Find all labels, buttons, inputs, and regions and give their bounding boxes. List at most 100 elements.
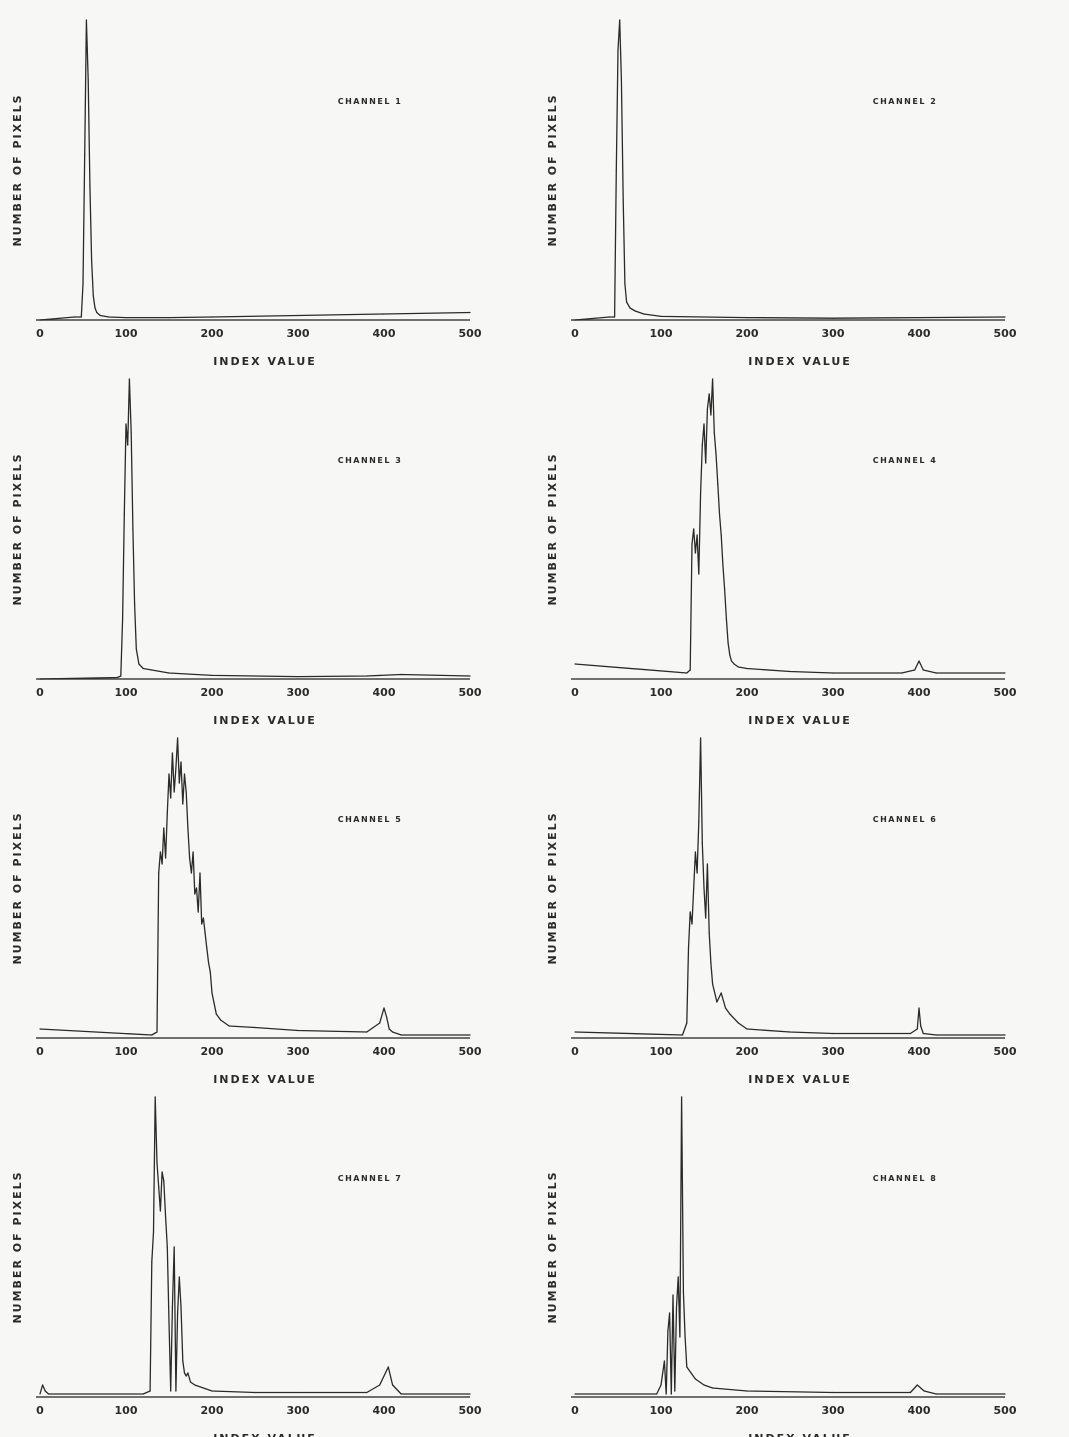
data-point [185,791,187,793]
data-point [469,1393,471,1395]
data-point [909,1391,911,1394]
data-point [163,827,165,829]
chart-title: CHANNEL 3 [338,456,403,465]
data-point [469,311,471,314]
data-point [656,1393,658,1395]
x-tick-label: 0 [36,327,44,340]
data-point [254,1391,256,1394]
x-tick-label: 100 [115,1045,138,1058]
data-point [672,1294,674,1296]
chart-title: CHANNEL 7 [338,1174,403,1183]
data-point [89,184,91,186]
data-point [159,851,161,853]
data-point [916,1384,918,1386]
data-point [170,797,172,799]
data-point [209,971,211,973]
data-point [39,1028,41,1030]
x-tick-label: 500 [994,327,1017,340]
chart-panel-4: 0 100 200 300 400 500 INDEX VALUE NUMBER OF PIX… [535,359,1069,727]
data-point [44,1390,46,1392]
data-point [164,857,167,859]
data-point [134,603,136,605]
data-point [730,660,733,662]
chart-panel-6: 0 100 200 300 400 500 INDEX VALUE NUMBER OF PIX… [535,718,1069,1086]
x-tick-label: 300 [822,1404,845,1417]
chart-title: CHANNEL 1 [338,97,403,106]
x-tick-label: 200 [736,327,759,340]
data-point [674,1390,676,1392]
data-point [629,307,631,309]
data-point [41,1384,44,1386]
series-line [39,19,471,321]
data-point [173,791,175,793]
chart-panel-7: 0 100 200 300 400 500 INDEX VALUE NUMBER OF PIX… [0,1077,534,1437]
data-point [400,673,402,676]
data-point [698,573,700,575]
data-point [675,1306,678,1308]
data-point [182,803,184,805]
data-point [699,737,702,739]
x-tick-label: 100 [115,1404,138,1417]
x-tick-label: 200 [201,1045,224,1058]
x-tick-label: 200 [201,327,224,340]
data-point [202,917,204,919]
x-tick-label: 100 [650,327,673,340]
x-tick-label: 500 [459,686,482,699]
data-point [228,1025,230,1027]
data-point [180,761,182,763]
data-point [175,1390,177,1392]
data-point [693,887,695,889]
data-point [127,444,129,446]
data-point [619,19,621,21]
data-point [916,1028,918,1030]
data-point [207,962,210,964]
data-point [156,1031,158,1033]
data-point [914,669,916,671]
x-tick-label: 300 [822,1045,845,1058]
data-point [1004,672,1006,674]
data-point [920,1025,922,1027]
x-axis-title: INDEX VALUE [213,1432,317,1437]
data-point [677,1276,679,1278]
data-point [400,1393,402,1395]
data-point [108,316,110,318]
data-point [202,1387,204,1389]
data-point [469,675,471,677]
data-point [385,1016,388,1018]
x-tick-label: 0 [571,1404,579,1417]
y-axis-title: NUMBER OF PIXELS [546,811,559,964]
series-line [39,737,470,1036]
x-tick-label: 0 [571,1045,579,1058]
x-tick-label: 300 [287,327,310,340]
data-point [161,863,163,865]
x-tick-label: 0 [571,686,579,699]
x-tick-label: 0 [36,1045,44,1058]
x-tick-label: 0 [571,327,579,340]
data-point [832,1391,834,1394]
data-point [142,667,144,670]
data-point [725,618,727,620]
data-point [1004,1393,1006,1395]
data-point [691,543,693,545]
data-point [388,1028,390,1030]
data-point [254,1026,256,1029]
data-point [691,923,693,925]
data-point [712,378,714,380]
data-point [383,1007,385,1009]
data-point [151,1261,153,1263]
data-point [164,1216,167,1218]
chart-title: CHANNEL 6 [873,815,938,824]
x-tick-label: 400 [908,686,931,699]
data-point [681,1096,683,1098]
data-point [168,672,170,674]
data-point [918,660,920,662]
data-point [159,1210,161,1212]
data-point [1004,316,1006,318]
data-point [190,872,192,874]
data-point [128,378,131,380]
data-point [574,663,576,665]
chart-panel-5: 0 100 200 300 400 500 INDEX VALUE NUMBER OF PIX… [0,718,534,1086]
data-point [724,588,726,590]
data-point [615,169,617,171]
chart-panel-3: 0 100 200 300 400 500 INDEX VALUE NUMBER OF PIX… [0,359,534,727]
